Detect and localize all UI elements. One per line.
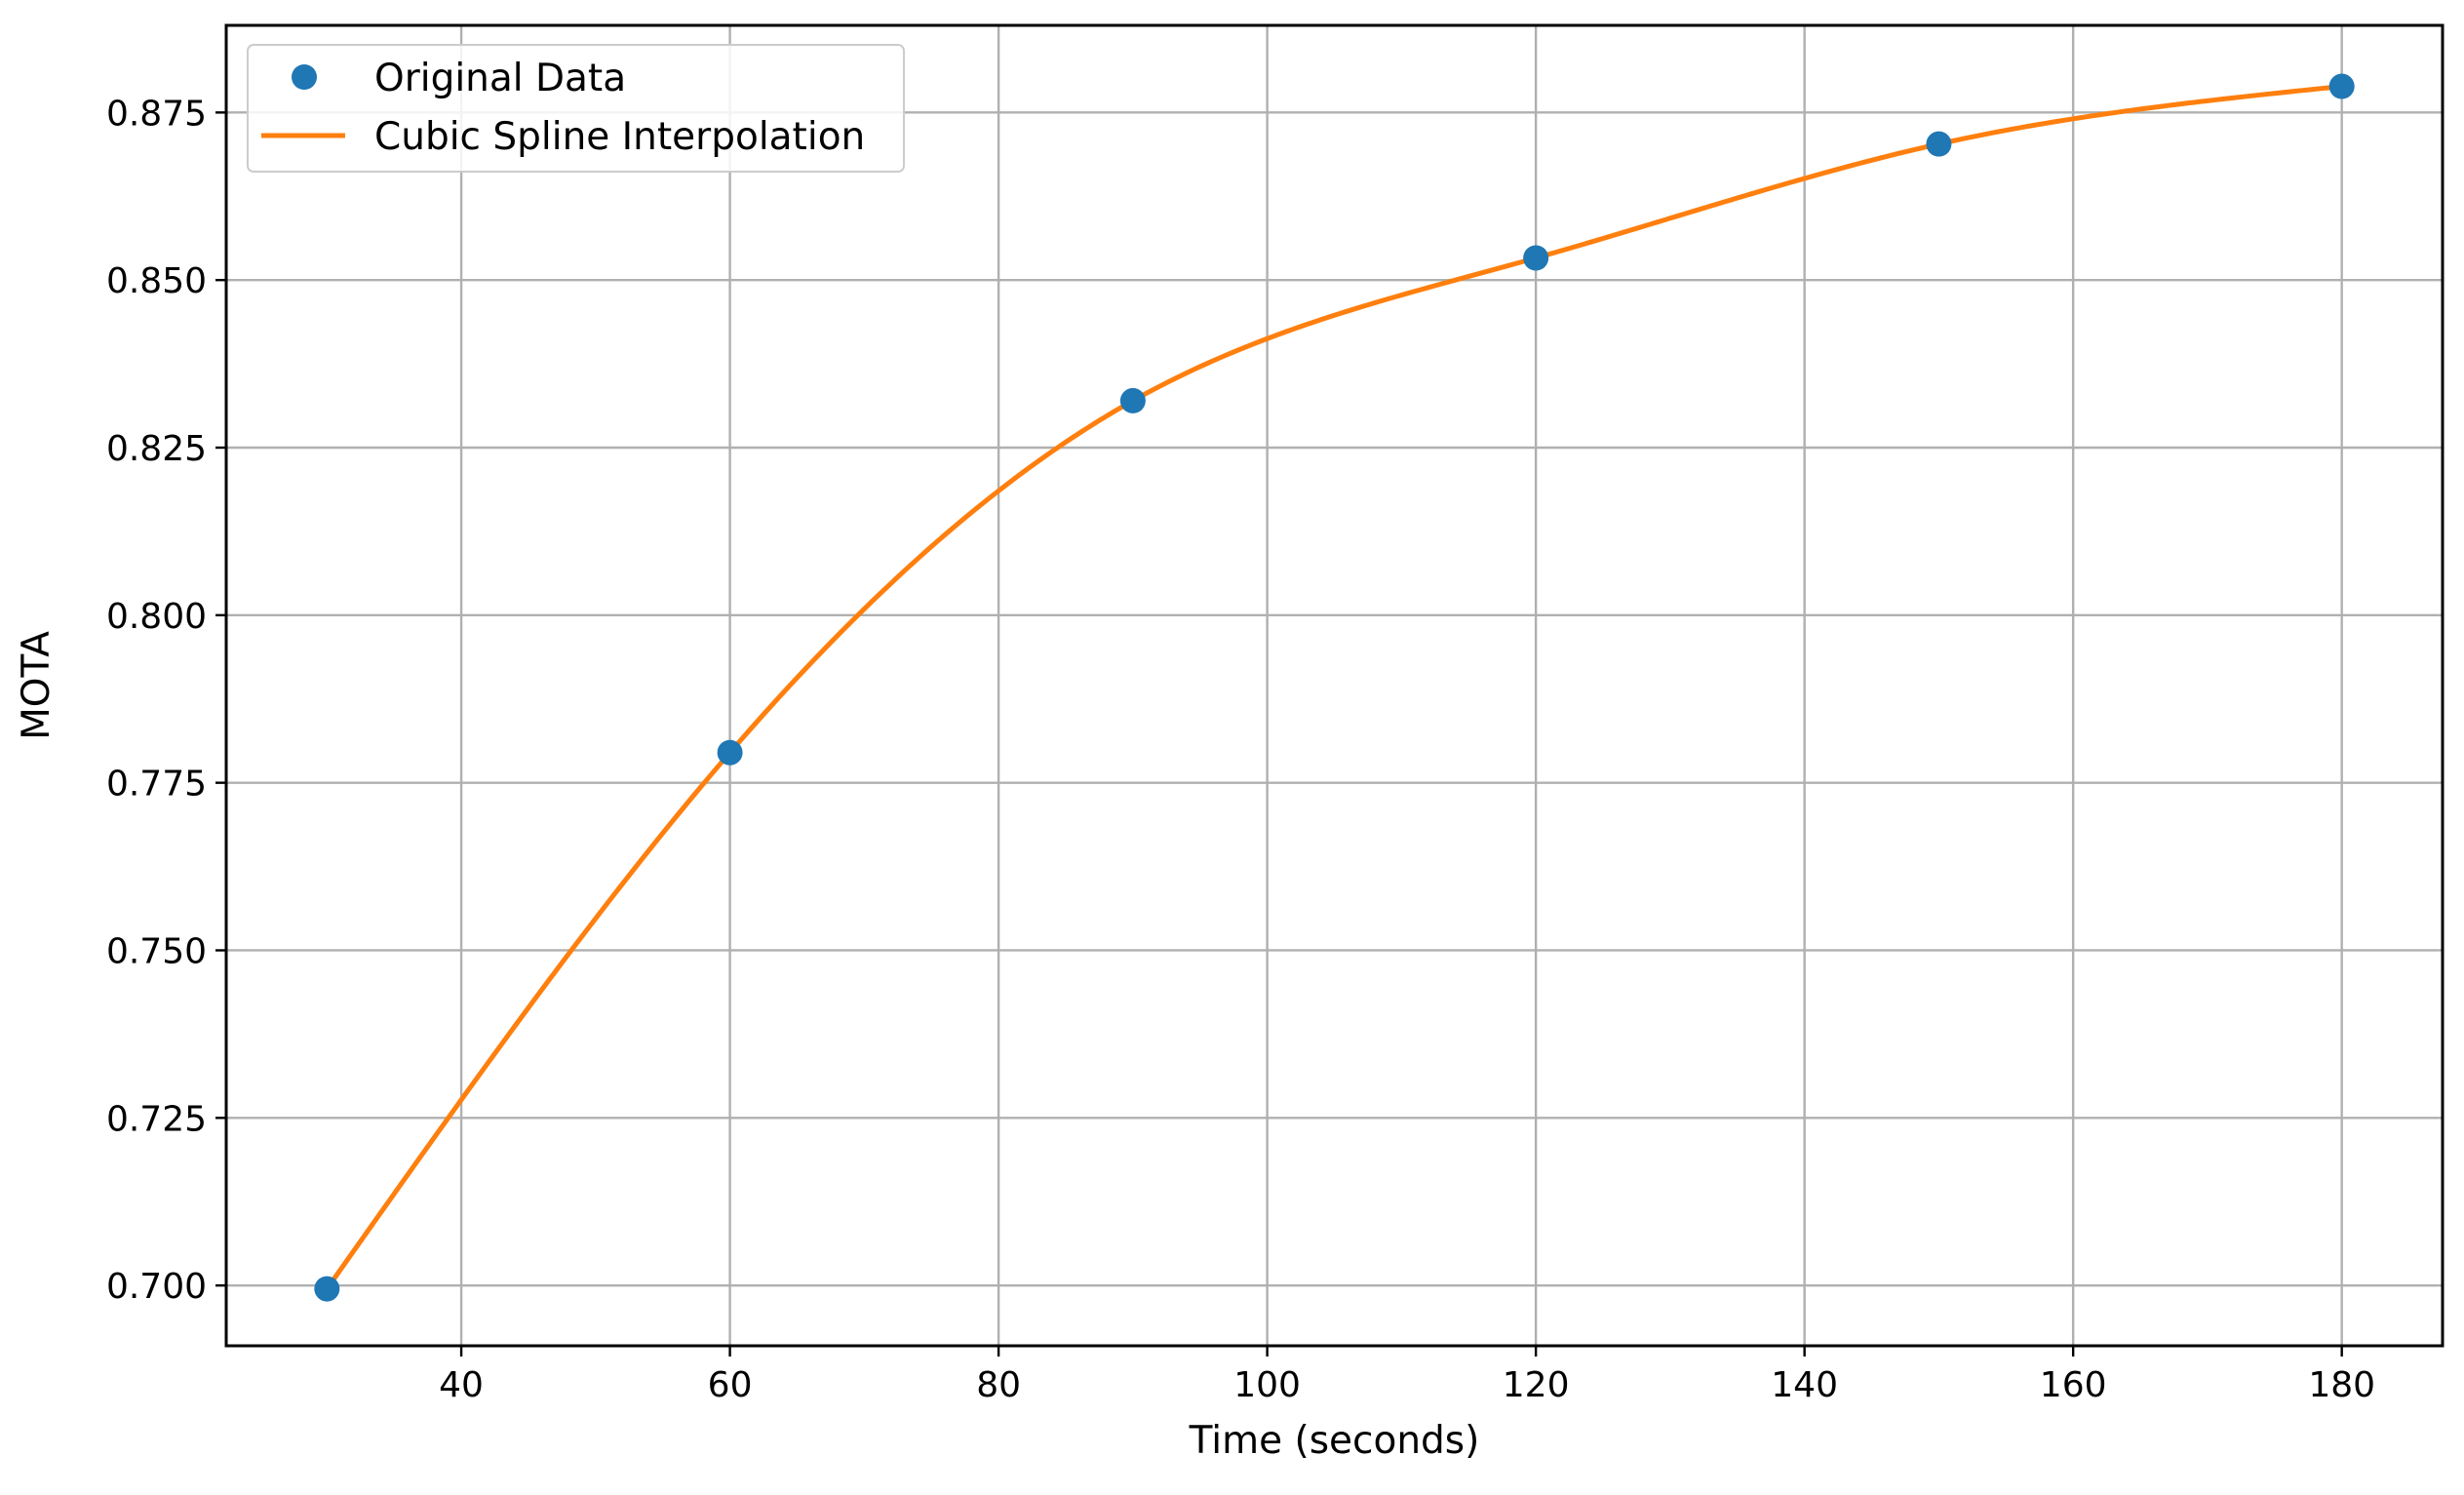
y-tick-label: 0.825 <box>106 429 207 469</box>
x-tick-label: 60 <box>708 1365 753 1405</box>
x-tick-label: 80 <box>976 1365 1021 1405</box>
y-axis-ticks: 0.700 0.725 0.750 0.775 0.800 0.825 0.850 0.875 <box>106 94 226 1307</box>
y-tick-label: 0.725 <box>106 1099 207 1139</box>
x-tick-label: 140 <box>1771 1365 1838 1405</box>
data-point <box>717 739 743 766</box>
legend-label-original-data: Original Data <box>374 57 626 100</box>
legend-marker-original-data <box>292 64 317 90</box>
y-axis-label: MOTA <box>15 631 59 740</box>
data-point <box>314 1276 340 1302</box>
y-tick-label: 0.775 <box>106 765 207 805</box>
grid <box>226 25 2443 1346</box>
plot-frame <box>224 23 2444 1348</box>
x-tick-label: 120 <box>1503 1365 1570 1405</box>
series-layer <box>314 73 2355 1302</box>
data-point <box>1523 245 1549 271</box>
legend-label-cubic-spline: Cubic Spline Interpolation <box>374 115 865 159</box>
legend: Original Data Cubic Spline Interpolation <box>247 44 905 173</box>
x-tick-label: 100 <box>1233 1365 1301 1405</box>
data-point <box>1119 387 1146 413</box>
data-point <box>1926 131 1952 157</box>
x-tick-label: 180 <box>2308 1365 2375 1405</box>
legend-box <box>247 44 905 173</box>
x-axis-ticks: 40 60 80 100 120 140 160 180 <box>439 1346 2375 1405</box>
y-tick-label: 0.750 <box>106 931 207 971</box>
y-tick-label: 0.800 <box>106 597 207 637</box>
spline-line <box>325 84 2342 1291</box>
data-point <box>2328 73 2355 99</box>
x-tick-label: 160 <box>2040 1365 2107 1405</box>
x-tick-label: 40 <box>439 1365 484 1405</box>
y-tick-label: 0.700 <box>106 1267 207 1307</box>
y-tick-label: 0.850 <box>106 261 207 301</box>
y-tick-label: 0.875 <box>106 94 207 134</box>
x-axis-label: Time (seconds) <box>1189 1419 1480 1463</box>
